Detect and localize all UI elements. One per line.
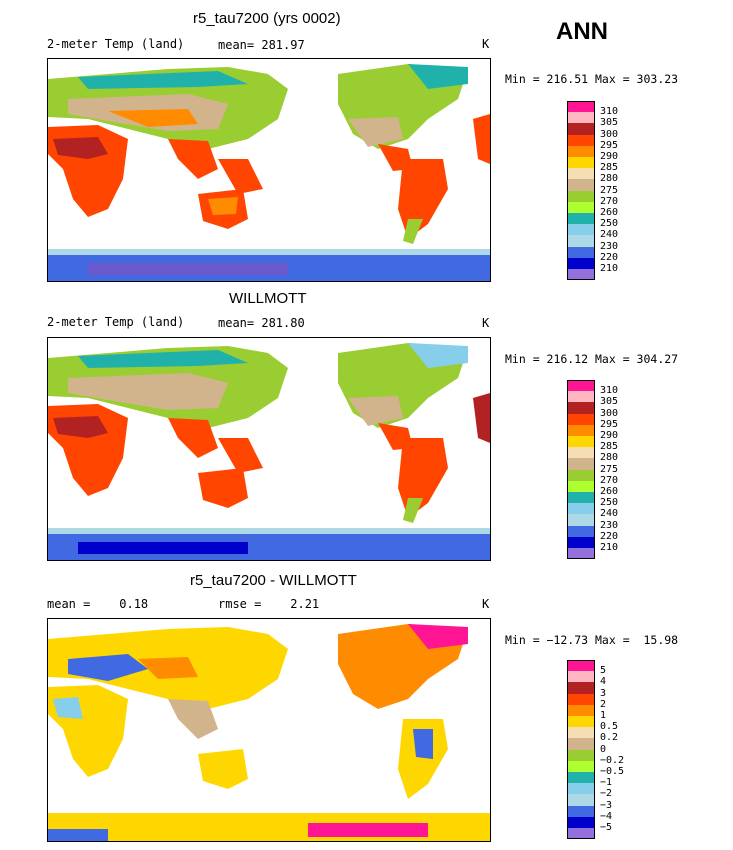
panel-variable-label-model: 2-meter Temp (land) [47,37,185,51]
colorbar-tick-label: 275 [600,463,619,475]
colorbar-tick-label: 310 [600,385,619,397]
colorbar-tick-label: −3 [600,799,613,811]
colorbar-tick-label: 305 [600,396,619,408]
colorbar-tick-label: 250 [600,218,619,230]
panel-units-model: K [482,37,490,51]
colorbar-tick-label: 0.5 [600,721,619,733]
map-model [47,58,491,282]
colorbar-tick-label: −0.5 [600,766,625,777]
panel-minmax-diff: Min = −12.73 Max = 15.98 [505,633,679,647]
colorbar-tick-label: 310 [600,106,619,118]
panel-units-diff: K [482,597,490,611]
panel-title-model: r5_tau7200 (yrs 0002) [193,10,341,27]
colorbar-tick-label: 260 [600,207,619,218]
colorbar-tick-label: 230 [600,519,619,531]
panel-mean-diff: mean = 0.18 [47,597,149,611]
colorbar-tick-label: 300 [600,407,619,419]
panel-variable-label-obs: 2-meter Temp (land) [47,315,185,329]
map-obs [47,337,491,561]
colorbar-tick-label: 305 [600,117,619,129]
colorbar-frame [567,101,595,281]
panel-title-diff: r5_tau7200 - WILLMOTT [190,572,357,589]
panel-units-obs: K [482,316,490,330]
colorbar-obs: 310 305 300 295 290 285 280 275 270 260 250 240 230 2… [567,380,618,560]
colorbar-tick-label: 2 [600,698,607,710]
colorbar-tick-label: 220 [600,530,619,542]
season-title: ANN [556,18,608,45]
colorbar-frame [567,380,595,560]
colorbar-tick-label: 280 [600,173,619,185]
colorbar-tick-label: 270 [600,195,619,207]
colorbar-tick-label: 1 [600,710,607,721]
colorbar-tick-label: 210 [600,263,619,274]
colorbar-tick-label: 5 [600,665,607,677]
colorbar-tick-label: 230 [600,240,619,252]
colorbar-tick-label: 3 [600,687,607,699]
colorbar-tick-label: 240 [600,229,619,241]
colorbar-tick-label: −0.2 [600,754,625,766]
colorbar-diff: 5 4 3 2 1 0.5 0.2 0 −0.2 −0.5 −1 −2 −3 −4 −5 [567,660,624,840]
colorbar-frame [567,660,595,840]
map-diff [47,618,491,842]
panel-mean-obs: mean= 281.80 [218,316,305,330]
colorbar-tick-label: 285 [600,441,619,453]
colorbar-tick-label: 250 [600,497,619,509]
colorbar-tick-label: 290 [600,430,619,441]
colorbar-tick-label: 4 [600,676,607,688]
colorbar-tick-label: 275 [600,184,619,196]
colorbar-tick-label: 0 [600,743,607,755]
panel-rmse-diff: rmse = 2.21 [218,597,320,611]
colorbar-tick-label: −4 [600,810,613,822]
colorbar-tick-label: 295 [600,139,619,151]
colorbar-tick-label: 220 [600,251,619,263]
colorbar-tick-label: 240 [600,508,619,520]
colorbar-tick-label: 0.2 [600,732,619,744]
colorbar-tick-label: 300 [600,128,619,140]
colorbar-tick-label: −1 [600,777,613,789]
panel-minmax-obs: Min = 216.12 Max = 304.27 [505,352,679,366]
colorbar-tick-label: 280 [600,452,619,464]
panel-minmax-model: Min = 216.51 Max = 303.23 [505,72,679,86]
colorbar-tick-label: −2 [600,788,613,800]
colorbar-tick-label: 210 [600,542,619,553]
panel-title-obs: WILLMOTT [229,290,307,307]
colorbar-tick-label: 290 [600,151,619,162]
colorbar-tick-label: −5 [600,822,613,833]
colorbar-tick-label: 260 [600,486,619,497]
colorbar-tick-label: 270 [600,474,619,486]
colorbar-tick-label: 285 [600,162,619,174]
colorbar-tick-label: 295 [600,418,619,430]
panel-mean-model: mean= 281.97 [218,38,305,52]
colorbar-model: 310 305 300 295 290 285 280 275 270 260 250 240 230 2… [567,101,618,281]
